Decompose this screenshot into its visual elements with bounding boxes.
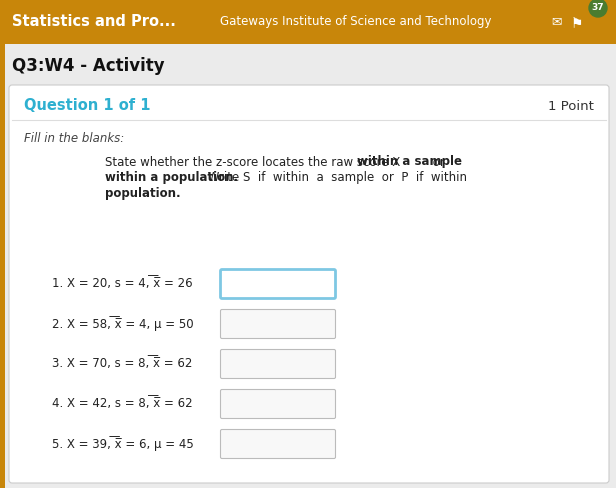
Text: 2. X = 58, ͞x̅ = 4, μ = 50: 2. X = 58, ͞x̅ = 4, μ = 50 bbox=[52, 317, 193, 331]
Text: or: or bbox=[429, 156, 445, 168]
Text: State whether the z-score locates the raw score X: State whether the z-score locates the ra… bbox=[105, 156, 404, 168]
Text: 5. X = 39, ͞x̅ = 6, μ = 45: 5. X = 39, ͞x̅ = 6, μ = 45 bbox=[52, 436, 194, 451]
Text: within a sample: within a sample bbox=[357, 156, 462, 168]
Text: 4. X = 42, s = 8, ͞x̅ = 62: 4. X = 42, s = 8, ͞x̅ = 62 bbox=[52, 398, 193, 410]
Circle shape bbox=[589, 0, 607, 17]
FancyBboxPatch shape bbox=[9, 85, 609, 483]
FancyBboxPatch shape bbox=[221, 429, 336, 459]
FancyBboxPatch shape bbox=[221, 269, 336, 299]
Text: Write S  if  within  a  sample  or  P  if  within: Write S if within a sample or P if withi… bbox=[204, 171, 467, 184]
Text: Question 1 of 1: Question 1 of 1 bbox=[24, 99, 150, 114]
Text: within a population.: within a population. bbox=[105, 171, 238, 184]
FancyBboxPatch shape bbox=[221, 309, 336, 339]
Text: 3. X = 70, s = 8, ͞x̅ = 62: 3. X = 70, s = 8, ͞x̅ = 62 bbox=[52, 358, 192, 370]
Bar bbox=[0, 0, 616, 44]
FancyBboxPatch shape bbox=[221, 349, 336, 379]
Text: ⚑: ⚑ bbox=[571, 17, 583, 31]
Text: 37: 37 bbox=[592, 3, 604, 13]
Bar bbox=[0, 44, 5, 488]
Text: Q3:W4 - Activity: Q3:W4 - Activity bbox=[12, 57, 164, 75]
FancyBboxPatch shape bbox=[221, 389, 336, 419]
Text: 1 Point: 1 Point bbox=[548, 100, 594, 113]
Text: Gateways Institute of Science and Technology: Gateways Institute of Science and Techno… bbox=[220, 16, 492, 28]
Text: Fill in the blanks:: Fill in the blanks: bbox=[24, 131, 124, 144]
Text: 1. X = 20, s = 4, ͞x̅ = 26: 1. X = 20, s = 4, ͞x̅ = 26 bbox=[52, 278, 193, 290]
Text: population.: population. bbox=[105, 187, 180, 201]
Text: ✉: ✉ bbox=[551, 16, 561, 28]
Text: Statistics and Pro...: Statistics and Pro... bbox=[12, 15, 176, 29]
